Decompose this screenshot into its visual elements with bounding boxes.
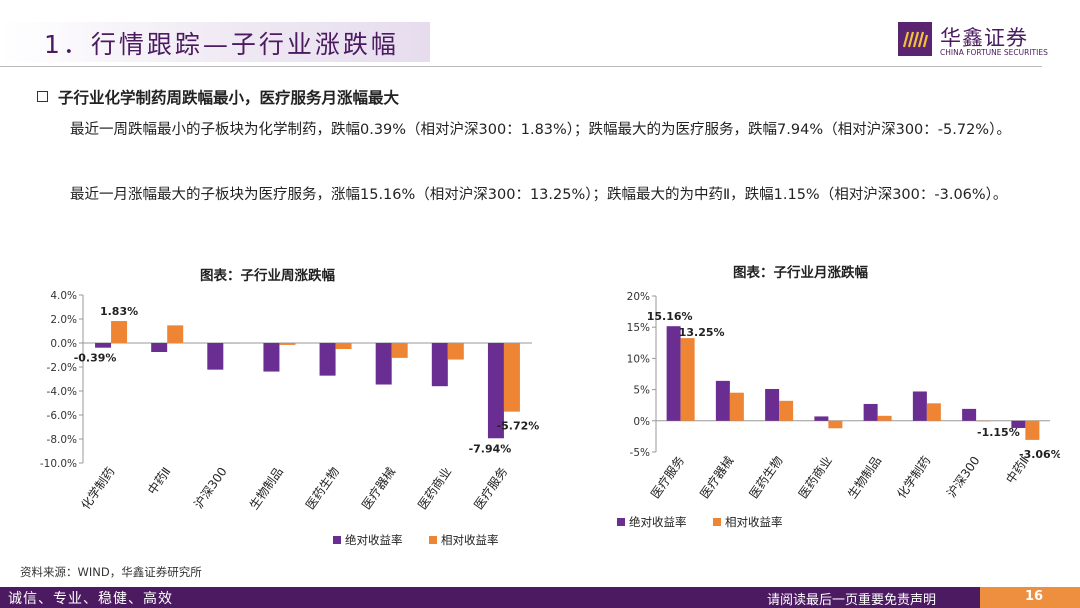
bar-relative-5 xyxy=(877,415,892,421)
data-label: -0.39% xyxy=(74,352,117,365)
bar-relative-3 xyxy=(223,343,240,344)
logo-mark-icon xyxy=(898,22,932,56)
footer-bar: 诚信、专业、稳健、高效 请阅读最后一页重要免责声明 16 xyxy=(0,587,1080,608)
bar-absolute-1 xyxy=(95,343,112,348)
bar-relative-3 xyxy=(779,400,794,421)
bar-absolute-1 xyxy=(666,326,681,421)
y-tick-label: 5% xyxy=(633,385,650,397)
category-label: 医疗器械 xyxy=(358,464,398,512)
bar-relative-1 xyxy=(111,321,128,343)
bar-relative-6 xyxy=(926,403,941,421)
y-tick-label: -8.0% xyxy=(47,434,77,446)
bullet-square-icon xyxy=(37,91,48,102)
category-label: 沪深300 xyxy=(191,465,229,511)
y-tick-label: 10% xyxy=(627,353,650,365)
title-bar-background xyxy=(0,22,430,62)
bar-relative-1 xyxy=(680,338,695,421)
y-tick-label: 4.0% xyxy=(50,290,77,302)
y-tick-label: -4.0% xyxy=(47,386,77,398)
data-label: 13.25% xyxy=(679,326,725,339)
y-tick-label: -10.0% xyxy=(40,458,77,470)
y-tick-label: 2.0% xyxy=(50,314,77,326)
page-number: 16 xyxy=(1025,589,1044,604)
bar-absolute-6 xyxy=(912,391,927,421)
y-tick-label: 0.0% xyxy=(50,338,77,350)
legend-swatch-1 xyxy=(617,518,625,526)
category-label: 中药Ⅱ xyxy=(144,464,173,497)
bar-relative-5 xyxy=(335,343,352,349)
category-label: 生物制品 xyxy=(845,454,884,501)
bar-relative-6 xyxy=(391,343,408,358)
data-label: 15.16% xyxy=(647,310,693,323)
page-number-box xyxy=(980,587,1080,608)
bar-relative-2 xyxy=(729,392,744,421)
paragraph-monthly: 最近一月涨幅最大的子板块为医疗服务，涨幅15.16%（相对沪深300：13.25… xyxy=(70,187,1008,203)
chart-title-monthly: 图表：子行业月涨跌幅 xyxy=(733,265,868,281)
y-tick-label: -5% xyxy=(630,447,650,459)
page-title: 1．行情跟踪—子行业涨跌幅 xyxy=(44,30,399,59)
data-label: -7.94% xyxy=(469,442,512,455)
footer-disclaimer: 请阅读最后一页重要免责声明 xyxy=(767,593,937,608)
bar-absolute-7 xyxy=(962,408,977,421)
bar-relative-7 xyxy=(976,420,991,422)
legend-label-2: 相对收益率 xyxy=(441,533,499,547)
bar-absolute-2 xyxy=(715,380,730,421)
legend-swatch-1 xyxy=(333,536,341,544)
section-heading: 子行业化学制药周跌幅最小，医疗服务月涨幅最大 xyxy=(58,89,400,107)
legend-label-1: 绝对收益率 xyxy=(629,515,687,529)
legend-label-1: 绝对收益率 xyxy=(345,533,403,547)
weekly-change-chart: 4.0% 2.0% 0.0% -2.0% -4.0% -6.0% -8.0% -10.0%化学… xyxy=(40,290,540,547)
legend-label-2: 相对收益率 xyxy=(725,515,783,529)
bar-absolute-3 xyxy=(207,343,224,370)
category-label: 医药生物 xyxy=(747,454,786,501)
bar-relative-4 xyxy=(828,420,843,429)
legend-swatch-2 xyxy=(713,518,721,526)
category-label: 沪深300 xyxy=(944,454,982,500)
category-label: 医药生物 xyxy=(303,465,342,512)
bar-absolute-8 xyxy=(1011,420,1026,428)
data-label: -5.72% xyxy=(497,420,540,433)
logo-text-cn: 华鑫证券 xyxy=(940,26,1028,50)
bar-relative-8 xyxy=(1025,420,1040,440)
data-label: 1.83% xyxy=(100,305,138,318)
category-label: 医药商业 xyxy=(414,464,454,512)
title-divider xyxy=(0,66,1042,67)
chart-title-weekly: 图表：子行业周涨跌幅 xyxy=(200,268,335,284)
category-label: 医药商业 xyxy=(795,453,835,501)
data-label: -1.15% xyxy=(977,426,1020,439)
bar-absolute-8 xyxy=(487,343,504,439)
footer-slogan: 诚信、专业、稳健、高效 xyxy=(8,591,173,607)
category-label: 医疗器械 xyxy=(697,453,737,501)
monthly-change-chart: 20% 15% 10% 5% 0% -5%医疗服务 医疗器械 医药生物 医药商业 生物制品 化学制药… xyxy=(617,291,1060,529)
bar-absolute-7 xyxy=(431,343,448,387)
bar-absolute-3 xyxy=(765,388,780,421)
y-tick-label: 0% xyxy=(633,416,650,428)
category-label: 化学制药 xyxy=(78,464,118,512)
company-logo: 华鑫证券 CHINA FORTUNE SECURITIES xyxy=(898,22,1048,60)
category-label: 化学制药 xyxy=(894,453,934,501)
y-tick-label: 15% xyxy=(627,322,650,334)
category-label: 医疗服务 xyxy=(471,464,511,512)
data-source: 资料来源：WIND，华鑫证券研究所 xyxy=(20,565,202,579)
bar-relative-4 xyxy=(279,343,296,345)
bar-absolute-2 xyxy=(151,343,168,352)
y-tick-label: -6.0% xyxy=(47,410,77,422)
category-label: 医疗服务 xyxy=(647,453,687,501)
bar-relative-7 xyxy=(447,343,464,360)
bar-absolute-5 xyxy=(863,403,878,421)
paragraph-weekly: 最近一周跌幅最小的子板块为化学制药，跌幅0.39%（相对沪深300：1.83%）… xyxy=(70,122,1011,138)
bar-absolute-4 xyxy=(263,343,280,372)
bar-relative-2 xyxy=(167,325,184,343)
bar-absolute-6 xyxy=(375,343,392,385)
data-label: -3.06% xyxy=(1019,448,1060,461)
bar-absolute-4 xyxy=(814,416,829,421)
category-label: 生物制品 xyxy=(247,465,286,512)
y-tick-label: 20% xyxy=(627,291,650,303)
y-tick-label: -2.0% xyxy=(47,362,77,374)
logo-text-en: CHINA FORTUNE SECURITIES xyxy=(940,48,1048,57)
legend-swatch-2 xyxy=(429,536,437,544)
bar-absolute-5 xyxy=(319,343,336,376)
bar-relative-8 xyxy=(503,343,520,412)
